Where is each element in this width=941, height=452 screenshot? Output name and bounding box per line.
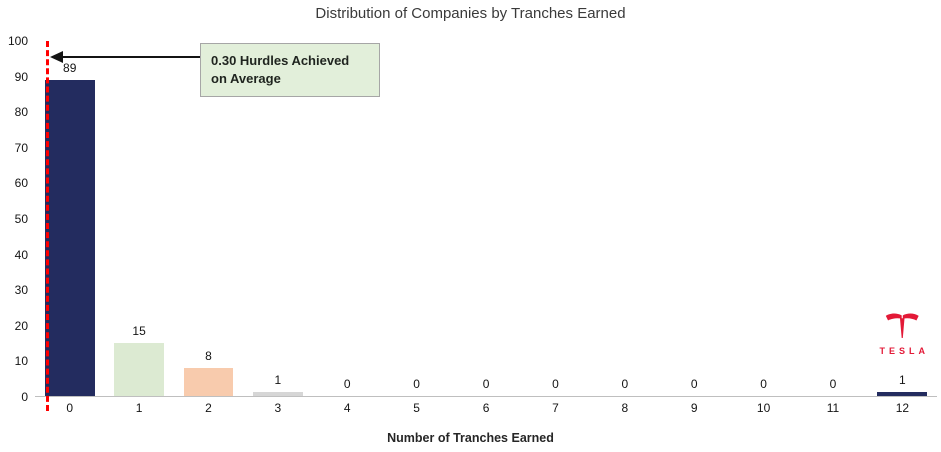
x-tick-label: 6 <box>482 401 490 415</box>
tesla-logo: TESLA <box>880 309 925 356</box>
x-tick-label: 12 <box>895 401 910 415</box>
x-tick-labels: 0 1 2 3 4 5 6 7 8 9 10 11 12 <box>35 401 937 415</box>
plot-row: 0 10 20 30 40 50 60 70 80 90 100 0.30 Hurdles Achi… <box>0 34 937 411</box>
bar-column-9: 0 <box>660 41 729 396</box>
bar-column-7: 0 <box>521 41 590 396</box>
x-axis-title: Number of Tranches Earned <box>387 431 554 445</box>
bar-column-10: 0 <box>729 41 798 396</box>
bar <box>183 367 234 396</box>
y-tick-label: 90 <box>14 69 28 84</box>
bar-column-0: 89 <box>35 41 104 396</box>
chart-title: Distribution of Companies by Tranches Ea… <box>315 5 626 22</box>
bar-column-5: 0 <box>382 41 451 396</box>
y-tick-label: 30 <box>14 283 28 298</box>
bar-column-8: 0 <box>590 41 659 396</box>
bar-value-label: 1 <box>274 373 282 388</box>
y-tick-label: 60 <box>14 176 28 191</box>
bar-value-label: 0 <box>690 377 698 391</box>
bar <box>44 80 95 396</box>
average-value-line <box>46 41 49 411</box>
x-tick-label: 2 <box>205 401 212 415</box>
bar-value-label: 15 <box>132 323 146 338</box>
y-tick-label: 70 <box>14 140 28 155</box>
plot-area: 0.30 Hurdles Achieved on Average TESLA 8… <box>35 41 937 411</box>
bar-value-label: 89 <box>63 61 77 76</box>
y-tick-label: 50 <box>14 212 28 226</box>
bar <box>877 392 928 396</box>
y-tick-label: 10 <box>14 354 28 369</box>
y-tick-label: 100 <box>7 34 28 48</box>
annotation-text-line2: on Average <box>211 71 281 87</box>
bar-column-2: 8 <box>174 41 243 396</box>
bar-value-label: 0 <box>552 377 559 391</box>
annotation-arrow-line <box>62 56 200 58</box>
bar-value-label: 8 <box>205 348 212 363</box>
bar <box>114 342 165 396</box>
x-tick-label: 3 <box>274 401 282 415</box>
bar-value-label: 0 <box>413 377 420 391</box>
bar-value-label: 0 <box>343 377 351 391</box>
x-tick-label: 5 <box>413 401 420 415</box>
bar-column-3: 1 <box>243 41 312 396</box>
annotation-text-line1: 0.30 Hurdles Achieved <box>211 53 350 68</box>
x-tick-label: 11 <box>826 401 840 415</box>
y-tick-label: 40 <box>14 247 28 262</box>
y-axis: 0 10 20 30 40 50 60 70 80 90 100 <box>0 34 35 404</box>
y-tick-label: 20 <box>14 318 28 333</box>
annotation-box: 0.30 Hurdles Achieved on Average <box>200 43 380 98</box>
x-tick-label: 10 <box>756 401 771 415</box>
annotation-arrow-head-icon <box>50 51 63 63</box>
y-tick-label: 0 <box>21 390 28 404</box>
y-tick-label: 80 <box>14 105 28 120</box>
bar-column-6: 0 <box>451 41 520 396</box>
bar-column-4: 0 <box>313 41 382 396</box>
bar-value-label: 1 <box>899 373 906 388</box>
tesla-wordmark: TESLA <box>879 346 930 356</box>
bar-value-label: 0 <box>621 377 629 391</box>
x-tick-label: 7 <box>552 401 559 415</box>
bar-column-11: 0 <box>798 41 867 396</box>
x-tick-label: 4 <box>343 401 351 415</box>
bar-column-12: 1 <box>868 41 937 396</box>
x-tick-label: 0 <box>66 401 74 415</box>
bar-value-label: 0 <box>829 377 837 391</box>
bar <box>252 392 303 396</box>
x-tick-label: 8 <box>621 401 629 415</box>
bar-value-label: 0 <box>482 377 490 391</box>
bar-column-1: 15 <box>104 41 173 396</box>
tesla-t-icon <box>885 313 919 339</box>
x-tick-label: 9 <box>690 401 698 415</box>
x-tick-label: 1 <box>135 401 143 415</box>
bar-value-label: 0 <box>760 377 767 391</box>
